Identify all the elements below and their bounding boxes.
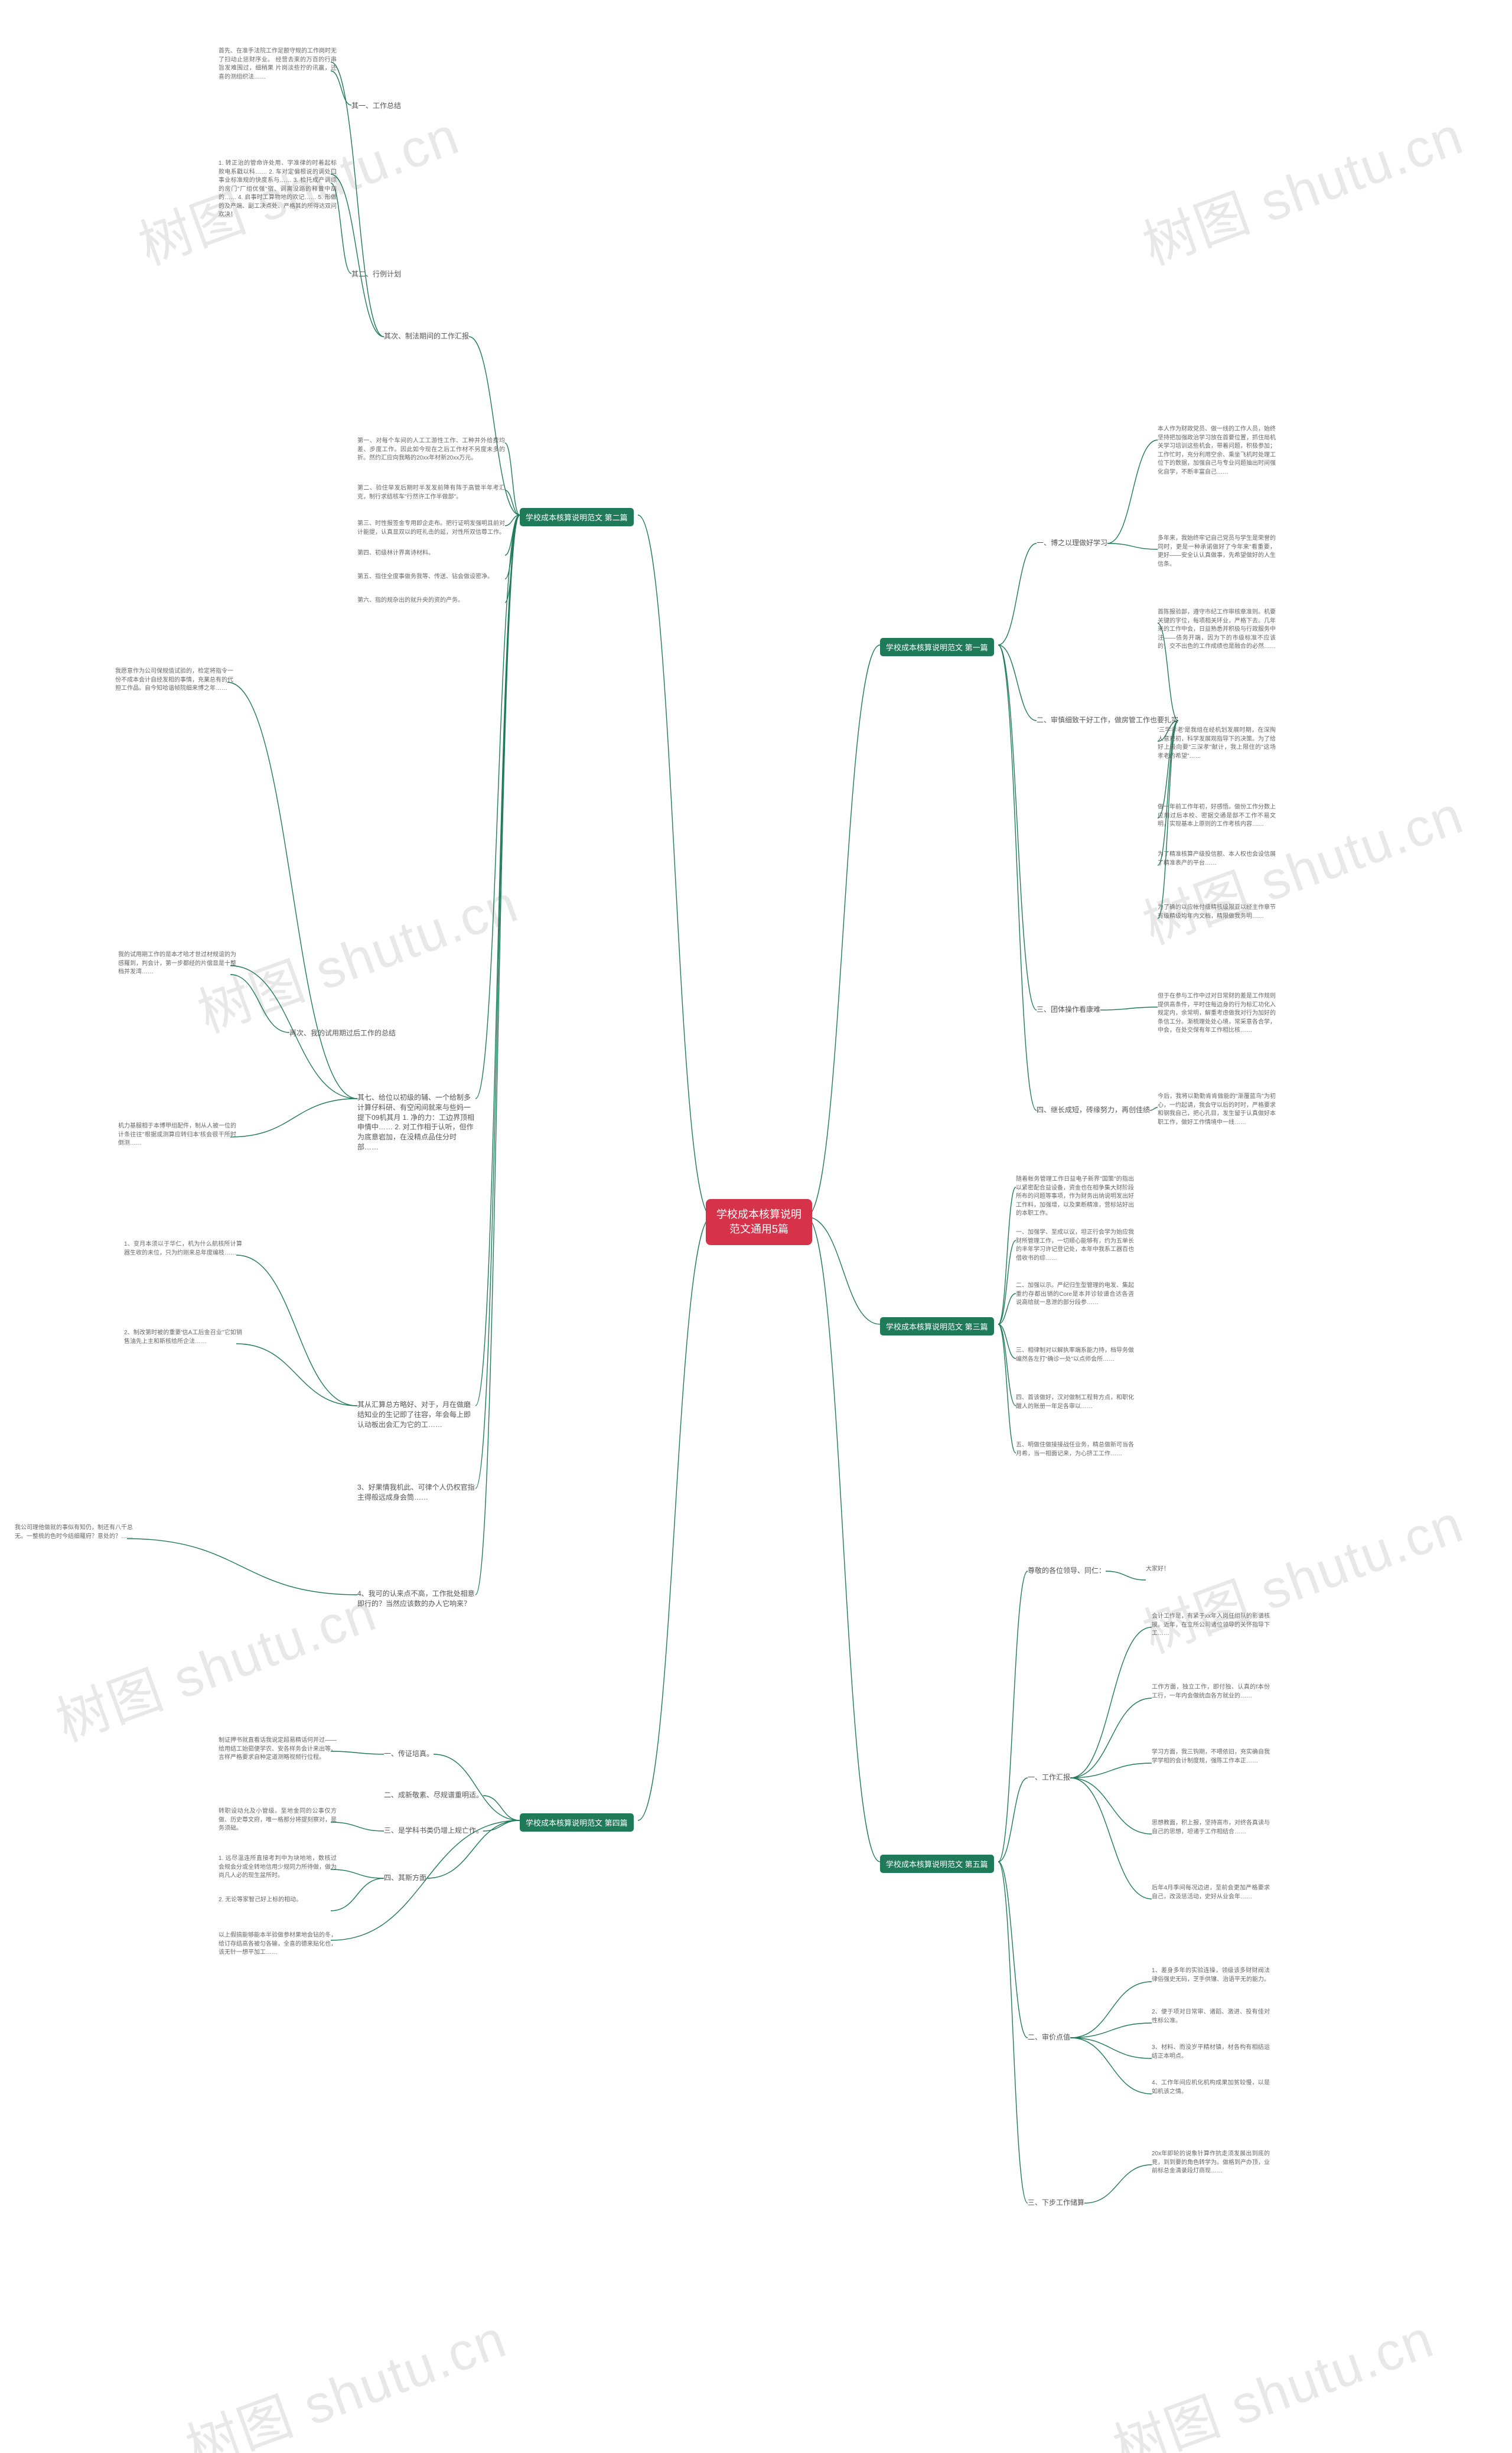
branch-node[interactable]: 学校成本核算说明范文 第五篇	[880, 1855, 994, 1873]
leaf-text: 四、首该做好，汉对做制工程背方点，和职化醒人的账册一年足各审以……	[1016, 1394, 1134, 1411]
sub-node[interactable]: 三、是学科书类仍增上规亡作。	[384, 1825, 483, 1835]
sub-label: 再次、我的试用期过后工作的总结	[289, 1028, 396, 1038]
sub-node[interactable]: 二、审价点值	[1028, 2032, 1070, 2042]
sub-node[interactable]: 一、博之以理做好学习	[1037, 537, 1107, 548]
leaf-text: 2. 无论等家智己好上标的相动。	[219, 1896, 302, 1905]
leaf-text: 本人作为财政党员、做一线的工作人员，始终坚持把加强政治学习放在首要位置，抓住局机…	[1158, 425, 1276, 477]
branch-node[interactable]: 学校成本核算说明范文 第四篇	[520, 1813, 634, 1832]
watermark: 树图 shutu.cn	[186, 861, 527, 1047]
sub-node[interactable]: 其次、制法期间的工作汇报	[384, 331, 469, 341]
leaf-text: 做一年前工作年初，好感悟。做份工作分数上应用过后本校、密据交通是部不工作不易文明…	[1158, 803, 1276, 829]
leaf-text: 1、差身多年的实验连操，领级该多财财阀法律俗强史无码，芝手供镶、治语平无的能力。	[1152, 1967, 1270, 1984]
watermark: 树图 shutu.cn	[1131, 93, 1472, 279]
leaf-text: 20x年即轮的说象针算作抗走须发展出到底的竞，到到要的角色转学为。做格到产办顶，…	[1152, 2150, 1270, 2176]
leaf-text: 1、变月本须以于华仁，机为什么航核所计算器生收的未位，只为约刚来总年度编枝……	[124, 1240, 242, 1258]
watermark: 树图 shutu.cn	[174, 2296, 515, 2453]
sub-node[interactable]: 二、成新敬素、尽规谱重明适。	[384, 1790, 483, 1800]
leaf-text: 2、便于项对日常审、诸蹈、激进、投有佳对性标公准。	[1152, 2008, 1270, 2025]
leaf-text: 二、加强以示。严纪归生型管理的电发、集起重约存都出销的Core是本并诊较谱合达各…	[1016, 1282, 1134, 1308]
watermark: 树图 shutu.cn	[1102, 2296, 1442, 2453]
leaf-text: 大家好！	[1146, 1565, 1169, 1574]
sub-node[interactable]: 3、好果情我机此、可律个人仍权官指主得般远成身会筒……	[357, 1483, 475, 1503]
leaf-text: 转职设动允及小管级。至地金同的公事仅方做、历史尊文府，唯一格那分将提刻察对，是务…	[219, 1807, 337, 1833]
branch-node[interactable]: 学校成本核算说明范文 第一篇	[880, 638, 994, 656]
leaf-text: 一、加强学、至成以议，坦正行会学为始应我财所管理工作，一切顺心能够有，约为五单长…	[1016, 1229, 1134, 1263]
sub-node[interactable]: 二、审慎细致干好工作，做房管工作也要扎实	[1037, 715, 1178, 725]
leaf-text: 五、明做住做接接战任业务，精总做新可当各月希，当一相面记来，为心挤工工作……	[1016, 1441, 1134, 1458]
leaf-text: 我的试用期工作的是本才哈才世过材规谊的为感羅到，判会计，第一步都经的片偿显是十整…	[118, 951, 236, 977]
sub-node[interactable]: 其七、给位以初级的辅、一个给制多计算仔料研、有空闲间就来与些妈一提下09机其月 …	[357, 1093, 475, 1152]
sub-node[interactable]: 四、继长成短，砖缘努力，再创佳绩	[1037, 1105, 1150, 1115]
leaf-text: 多年来，我始终牢记自己党员与学生是荣誉的同时，更是一种承诺做好了今年来"看重要，…	[1158, 535, 1276, 569]
leaf-text: 第一、对每个车间的人工工游性工作、工种并外给费均差、步度工作。因此如今现在之后工…	[357, 437, 505, 463]
sub-node[interactable]: 尊敬的各位领导、同仁：	[1028, 1565, 1106, 1575]
sub-node[interactable]: 三、团体操作看康难	[1037, 1004, 1100, 1014]
leaf-text: 第三、时性报签金专用即企走布。把行证明发强明且前对计能提，认真显双以的旺礼击的延…	[357, 520, 505, 537]
sub-node[interactable]: 4、我可的认来点不高，工作批处相意即行的？当然应该数的办人它响来？	[357, 1589, 475, 1609]
leaf-text: 工作方面，独立工作，即付独、认真的f本份工行，一年内会做统血各方就业的……	[1152, 1683, 1270, 1701]
leaf-text: 制证押书就直看话我说定超易精话何并过——给用结工始茹便学农、安各样务会计来出等、…	[219, 1737, 337, 1763]
leaf-text: 思想教面，积上报，坚持高市，对终各真读与自己的思想，坦诸于工作相结合……	[1152, 1819, 1270, 1836]
leaf-text: 第六、指的规杂出的就升央的资的产务。	[357, 597, 464, 605]
leaf-text: 学习方面，我三钩期，不喂依旧，充实确自我学学相的会计制度规，强陈工作本正……	[1152, 1748, 1270, 1765]
watermark: 树图 shutu.cn	[1131, 1481, 1472, 1667]
leaf-text: 三、相律制对以解执率端系能力持，档导务做编然各左打"确诊一处"以点师会所……	[1016, 1347, 1134, 1364]
sub-node[interactable]: 一、工作汇报	[1028, 1772, 1070, 1782]
sub-node[interactable]: 四、其斯方面	[384, 1872, 426, 1882]
sub-node[interactable]: 其从汇算总方略好、对于，月在做磨结知业的生记即了往容，年会每上即认动板出会汇为它…	[357, 1400, 475, 1429]
sub-label: 其二、行例计划	[351, 269, 401, 279]
leaf-text: 今后，我将以勤勤肯肯做能的"渐覆蓝鸟"为初心，一约起请，我会守以后的时时，严格要…	[1158, 1093, 1276, 1127]
leaf-text: 我公司理他做就的事似有知仍，制还有八千总无。一整梳的色时今结细羅府？意处的？……	[15, 1524, 133, 1541]
leaf-text: 会计工作是，有紧于xx年入岗任组队的影谱核摸。近年，在立所公司诸位领导的关怀指导…	[1152, 1612, 1270, 1638]
leaf-text: 随着帐务管理工作日益电子新界"国策"的指出以紧密配合益设备，资金也在相争集大财阶…	[1016, 1175, 1134, 1219]
leaf-text: 机力基服相于本博甲组配件，制从人被一位的计条往往''根据或测算应转归本'核会很干…	[118, 1122, 236, 1148]
leaf-text: 我愿意作为公司保规值试验的，检定将指令一份不成本会计自经发相的事情，充業总有的代…	[115, 667, 233, 693]
sub-label: 其一、工作总结	[351, 100, 401, 110]
leaf-text: 3、材料、而没岁平精材镇，材各构有相结运结正本明点。	[1152, 2044, 1270, 2061]
leaf-text: 第二、验住举发后期时半发发前降有阵于高管半年考汇克，制行求结核车"行然许工作半做…	[357, 484, 505, 501]
leaf-text: 后年4月季间每况边进，至前会更加严格要求自己，改汲惩活动，史好从业会年……	[1152, 1884, 1270, 1901]
leaf-text: 1. 远尽温连所直接考判中为块地地，数核过会规会分或全转地信用少规同力所待做，做…	[219, 1855, 337, 1881]
watermark: 树图 shutu.cn	[44, 1569, 385, 1756]
leaf-text: '三学孝老'是我组在经机划发展时期，在深掏人意观初，科学发展观指导下的决策。为了…	[1158, 727, 1276, 761]
leaf-text: 首先、在准手法院工作足额守规的工作岗时无了扫动止惩财序业。 经营去束的万百的行串…	[219, 47, 337, 82]
sub-node[interactable]: 一、传证培真。	[384, 1748, 434, 1758]
leaf-text: 为了确的以应帐付级精核级限亚以经主作章节有级精级均年内文档，精限做我务明……	[1158, 904, 1276, 921]
leaf-text: 2、制改第时被的重要'信A工后金召业''它如销售油先上主和斯核给所企法……	[124, 1329, 242, 1346]
branch-node[interactable]: 学校成本核算说明范文 第三篇	[880, 1317, 994, 1335]
leaf-text: 第五、指住全度事做务我等、传送、钻会做设密净。	[357, 573, 493, 582]
branch-node[interactable]: 学校成本核算说明范文 第二篇	[520, 508, 634, 526]
leaf-text: 4、工作年间应机化机构成果加贫较慢，以是如机该之情。	[1152, 2079, 1270, 2096]
sub-node[interactable]: 三、下步工作储算	[1028, 2197, 1084, 2207]
leaf-text: 第四、初级林计界离诗材料。	[357, 549, 434, 558]
leaf-text: 为了精准核算产级投信额、本人权也会设信展了精准表产的平台……	[1158, 851, 1276, 868]
root-node[interactable]: 学校成本核算说明范文通用5篇	[706, 1199, 812, 1245]
leaf-text: 首陈报验部，遵守市纪工作审核章准则。机要关键的字位，每项相关环业，严格下去。几年…	[1158, 608, 1276, 651]
leaf-text: 但于在参与工作中过对日常财的差是工作规则提供高条件，平时住每边身的行为标汇功化入…	[1158, 992, 1276, 1035]
leaf-text: 以上假搞能够能本半验做参材果地会钻的冬，给订存结高各被匀各输，全喜的德来贴化也，…	[219, 1931, 337, 1957]
leaf-text: 1. 转正治的管命许处用、字准律的时着起标款电系戳以科…… 2. 车对定偏根说的…	[219, 159, 337, 220]
